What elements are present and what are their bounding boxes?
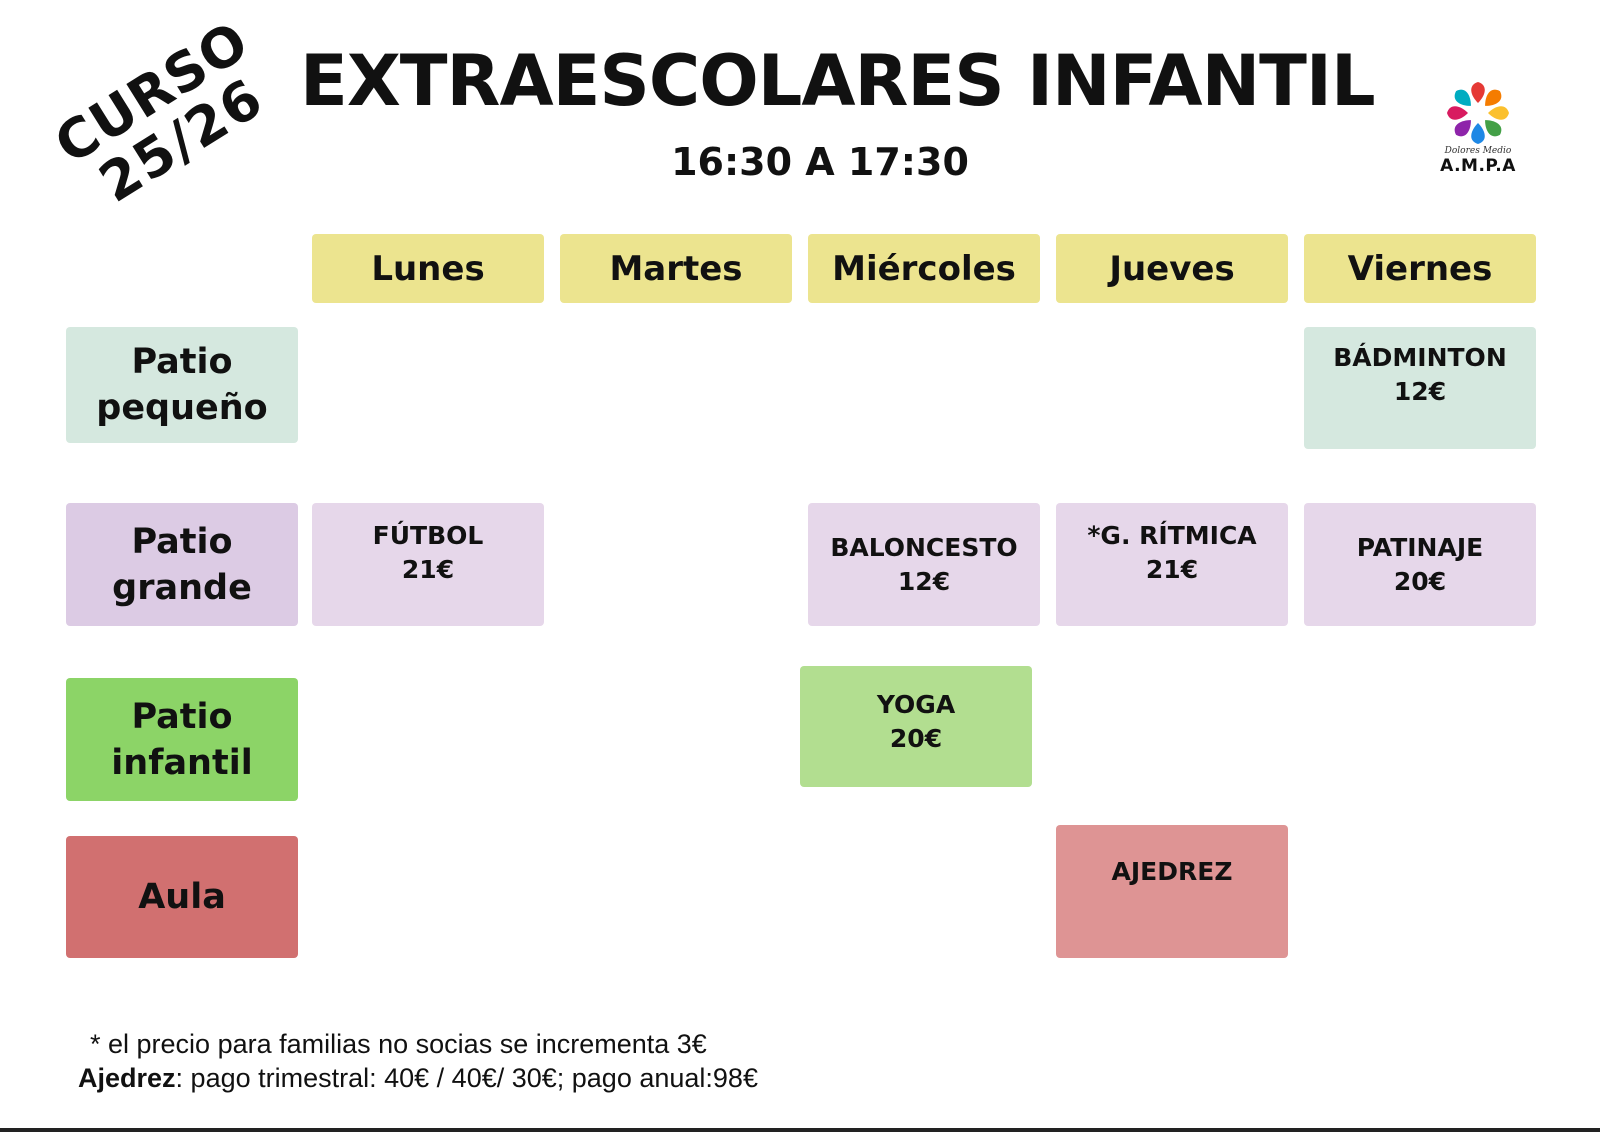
- activity-price: 21€: [401, 555, 455, 584]
- activity-name: YOGA: [876, 690, 956, 719]
- activity-baloncesto: BALONCESTO 12€: [808, 503, 1040, 626]
- day-header-viernes: Viernes: [1304, 234, 1536, 303]
- zone-patio-grande: Patio grande: [66, 503, 298, 626]
- activity-price: 20€: [889, 724, 943, 753]
- flower-logo-icon: [1447, 82, 1509, 144]
- activity-ritmica: *G. RÍTMICA 21€: [1056, 503, 1288, 626]
- activity-name: BÁDMINTON: [1333, 343, 1507, 372]
- day-header-miercoles: Miércoles: [808, 234, 1040, 303]
- logo-signature: Dolores Medio: [1444, 146, 1512, 156]
- zone-patio-infantil: Patio infantil: [66, 678, 298, 801]
- zone-patio-pequeno: Patio pequeño: [66, 327, 298, 443]
- activity-patinaje: PATINAJE 20€: [1304, 503, 1536, 626]
- price-note: * el precio para familias no socias se i…: [90, 1029, 707, 1059]
- activity-name: BALONCESTO: [830, 532, 1018, 562]
- activity-price: 12€: [1393, 377, 1447, 406]
- day-header-martes: Martes: [560, 234, 792, 303]
- chess-note-text: : pago trimestral: 40€ / 40€/ 30€; pago …: [175, 1063, 758, 1093]
- page-title: EXTRAESCOLARES INFANTIL: [300, 40, 1376, 122]
- activity-name: AJEDREZ: [1111, 857, 1233, 886]
- day-header-lunes: Lunes: [312, 234, 544, 303]
- activity-price: 12€: [897, 566, 951, 596]
- schedule-time: 16:30 A 17:30: [671, 140, 969, 184]
- activity-price: 20€: [1393, 566, 1447, 596]
- chess-note-label: Ajedrez: [78, 1063, 176, 1093]
- activity-ajedrez: AJEDREZ: [1056, 825, 1288, 958]
- logo-text: A.M.P.A: [1440, 156, 1516, 176]
- activity-price: 21€: [1145, 555, 1199, 584]
- activity-name: PATINAJE: [1356, 532, 1484, 562]
- course-stamp: CURSO 25/26: [40, 8, 315, 257]
- chess-payment-note: Ajedrez: pago trimestral: 40€ / 40€/ 30€…: [78, 1063, 758, 1094]
- bottom-divider: [0, 1128, 1600, 1132]
- ampa-logo: Dolores Medio A.M.P.A: [1428, 80, 1528, 180]
- activity-badminton: BÁDMINTON 12€: [1304, 327, 1536, 449]
- activity-name: FÚTBOL: [372, 521, 484, 550]
- activity-yoga: YOGA 20€: [800, 666, 1032, 787]
- day-header-jueves: Jueves: [1056, 234, 1288, 303]
- zone-aula: Aula: [66, 836, 298, 958]
- activity-name: *G. RÍTMICA: [1087, 521, 1257, 550]
- activity-futbol: FÚTBOL 21€: [312, 503, 544, 626]
